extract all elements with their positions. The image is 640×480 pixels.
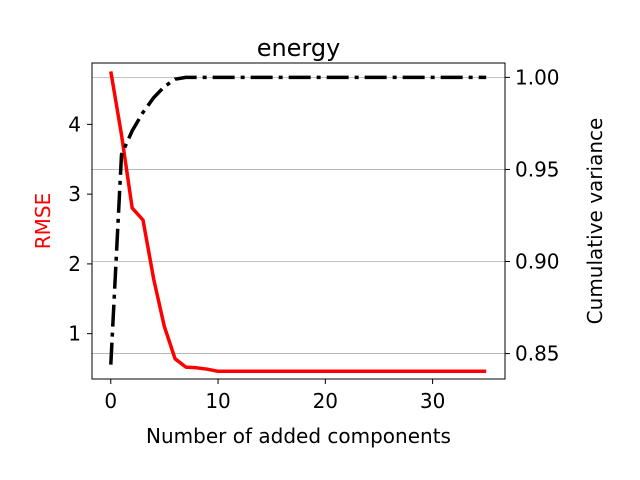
y-left-tick-label: 3 bbox=[68, 182, 81, 206]
y-left-tick-label: 4 bbox=[68, 112, 81, 136]
cumulative-variance-series-line bbox=[109, 75, 487, 365]
y-left-tick-label: 1 bbox=[68, 322, 81, 346]
y-right-tick-label: 0.95 bbox=[515, 157, 560, 181]
y-right-tick-label: 0.90 bbox=[515, 250, 560, 274]
y-axis-left-title: RMSE bbox=[31, 193, 55, 249]
x-tick-label: 30 bbox=[420, 389, 445, 413]
x-tick-label: 20 bbox=[313, 389, 338, 413]
y-right-tick-label: 1.00 bbox=[515, 65, 560, 89]
chart-title: energy bbox=[257, 34, 341, 62]
y-left-tick-label: 2 bbox=[68, 252, 81, 276]
axis-ticks: 0 10 20 30 1 2 3 4 0.85 0.90 0.95 1.00 bbox=[68, 65, 559, 413]
rmse-series-line bbox=[109, 71, 487, 374]
x-tick-label: 10 bbox=[205, 389, 230, 413]
x-axis-title: Number of added components bbox=[146, 424, 451, 448]
y-right-tick-label: 0.85 bbox=[515, 342, 560, 366]
series-lines bbox=[109, 71, 487, 374]
plot-frame bbox=[91, 62, 506, 380]
y-axis-right-title: Cumulative variance bbox=[583, 118, 607, 325]
x-tick-label: 0 bbox=[104, 389, 117, 413]
